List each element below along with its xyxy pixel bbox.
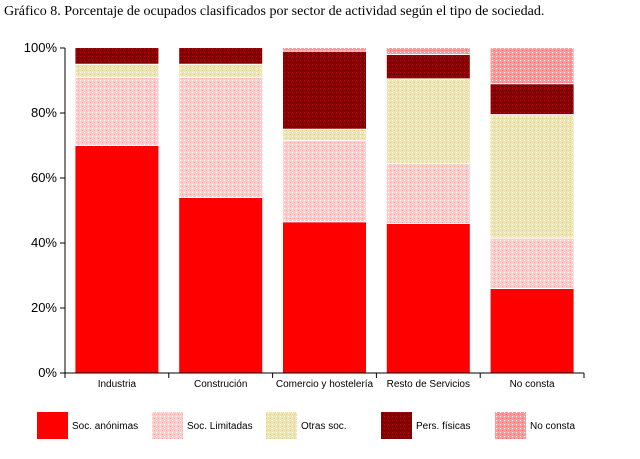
bar-segment: [75, 48, 159, 65]
y-tick-label: 0%: [38, 365, 57, 380]
chart-title: Gráfico 8. Porcentaje de ocupados clasif…: [4, 4, 545, 19]
legend-label: Soc. Limitadas: [187, 421, 253, 432]
bar-segment: [179, 64, 263, 78]
x-tick-label: Construción: [194, 379, 247, 390]
legend-swatch: [266, 412, 297, 439]
bar-segment: [283, 129, 366, 141]
bar-segment: [490, 288, 574, 373]
bar-segment: [386, 78, 470, 164]
y-tick-label: 60%: [31, 170, 57, 185]
bar-segment: [179, 197, 263, 373]
x-tick-label: No consta: [510, 379, 555, 390]
bar-segment: [386, 54, 470, 79]
axes: 0% 20% 40% 60% 80% 100% Industria Construción Co…: [24, 40, 585, 390]
bar-segment: [75, 77, 159, 146]
legend-swatch: [152, 412, 183, 439]
bar-segment: [490, 83, 574, 115]
x-tick-label: Comercio y hostelería: [276, 379, 374, 390]
bar-segment: [490, 114, 574, 239]
y-tick-label: 100%: [24, 40, 58, 55]
bar-segment: [75, 145, 159, 373]
bar-segment: [179, 77, 263, 198]
bar-segment: [490, 48, 574, 84]
legend-swatch: [37, 412, 68, 439]
bar-segment: [386, 48, 470, 55]
legend: Soc. anónimas Soc. Limitadas Otras soc. Per…: [37, 412, 575, 439]
legend-label: Soc. anónimas: [72, 421, 138, 432]
legend-swatch: [495, 412, 526, 439]
bar-segment: [75, 64, 159, 78]
bar-segment: [283, 221, 366, 373]
y-tick-label: 40%: [31, 235, 57, 250]
legend-label: Otras soc.: [301, 421, 347, 432]
legend-label: Pers. físicas: [416, 421, 470, 432]
bar-segment: [283, 140, 366, 222]
bar-segment: [490, 238, 574, 289]
x-tick-label: Resto de Servicios: [387, 379, 470, 390]
bar-segment: [179, 48, 263, 65]
legend-label: No consta: [530, 421, 575, 432]
bar-segment: [283, 48, 366, 52]
bar-segment: [283, 51, 366, 130]
legend-swatch: [381, 412, 412, 439]
bar-segment: [386, 163, 470, 224]
x-tick-label: Industria: [98, 379, 137, 390]
bars: [75, 48, 574, 373]
y-tick-label: 80%: [31, 105, 57, 120]
bar-segment: [386, 223, 470, 373]
y-tick-label: 20%: [31, 300, 57, 315]
